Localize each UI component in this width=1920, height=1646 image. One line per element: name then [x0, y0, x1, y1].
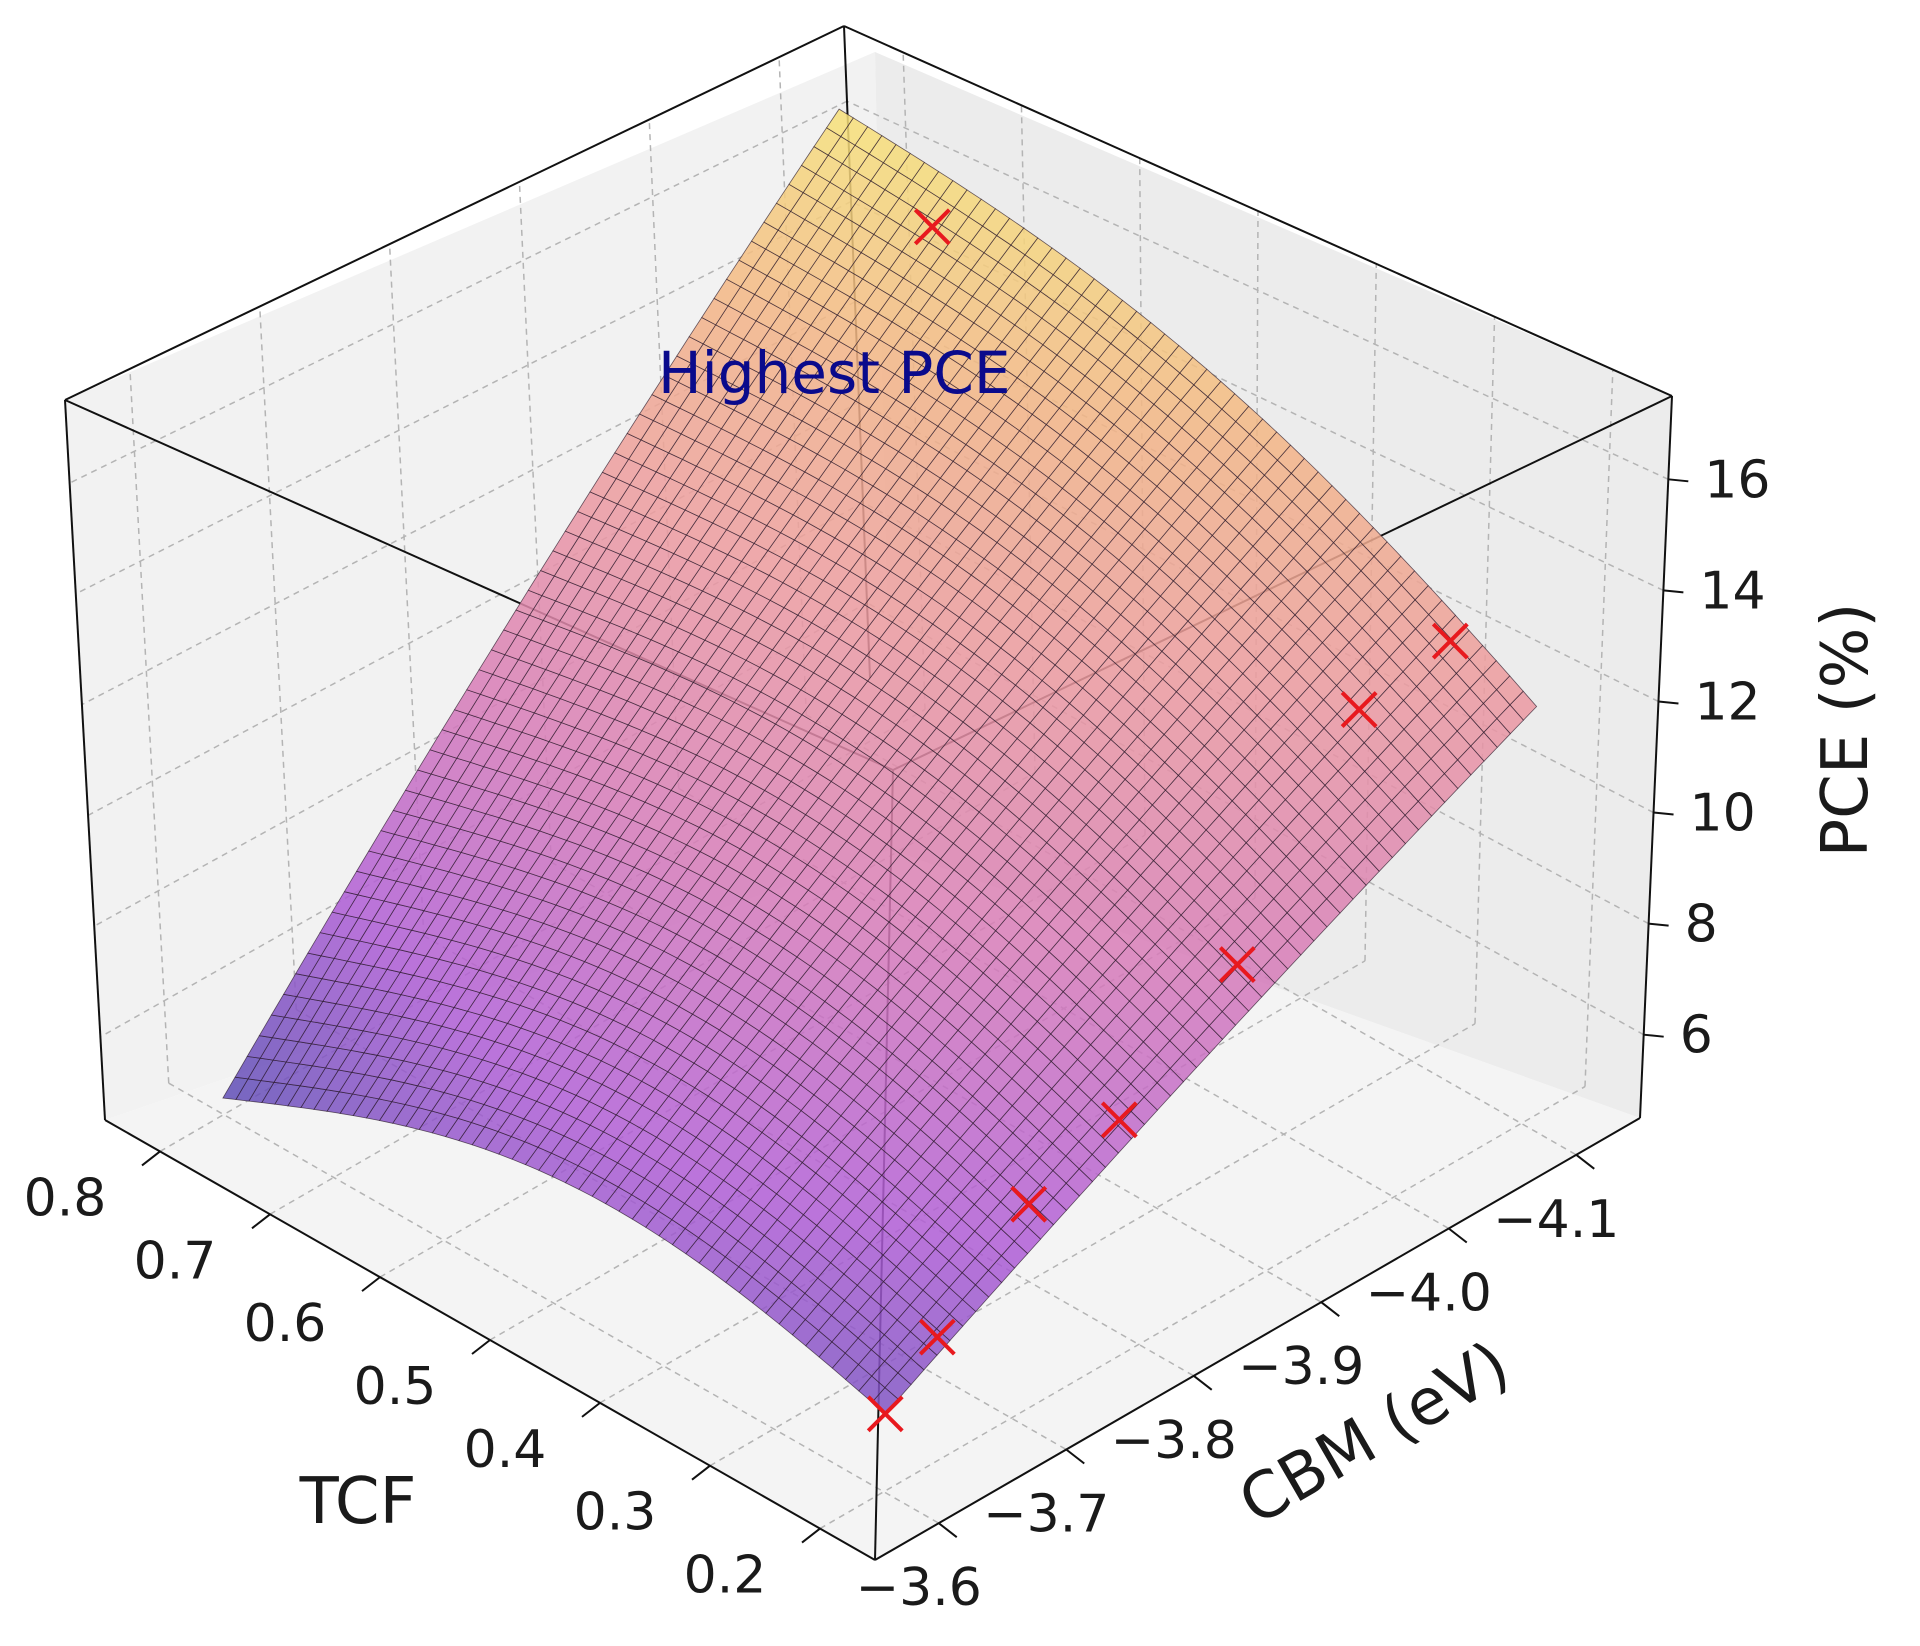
- data-point-6-stroke: [918, 1318, 956, 1356]
- data-point-7-stroke: [866, 1395, 904, 1433]
- data-point-5-stroke: [1010, 1185, 1048, 1223]
- x-tick: [141, 1150, 161, 1167]
- y-tick-label: −4.1: [1493, 1190, 1619, 1250]
- y-tick: [1320, 1301, 1340, 1317]
- x-axis-label: TCF: [299, 1465, 417, 1539]
- x-tick: [251, 1213, 271, 1230]
- data-points: [866, 208, 1469, 1433]
- highest-pce-annotation: Highest PCE: [658, 339, 1011, 407]
- y-tick-label: −3.7: [983, 1485, 1109, 1545]
- y-tick: [1575, 1154, 1595, 1170]
- x-tick: [471, 1339, 491, 1355]
- z-tick: [1653, 811, 1674, 816]
- box-edge-left-vertical: [64, 399, 106, 1121]
- x-tick: [361, 1276, 381, 1292]
- x-tick-label: 0.6: [244, 1294, 327, 1354]
- box-edge-right-vertical: [1639, 395, 1673, 1119]
- box-edge-top-right: [843, 25, 1673, 397]
- z-tick: [1663, 589, 1684, 594]
- x-tick: [691, 1464, 711, 1481]
- tick-labels: 0.80.70.60.50.40.30.2−4.1−4.0−3.9−3.8−3.…: [24, 450, 1771, 1618]
- y-tick: [938, 1522, 958, 1538]
- grid-floor-y: [168, 1082, 940, 1524]
- z-tick-label: 10: [1690, 784, 1756, 844]
- grid-wall-z-right: [75, 200, 852, 595]
- x-tick-label: 0.8: [24, 1168, 107, 1228]
- pce-surface: [222, 108, 1538, 1415]
- z-tick: [1648, 922, 1669, 927]
- data-point-3-stroke: [1218, 946, 1256, 983]
- y-tick: [1448, 1227, 1468, 1244]
- data-point-4-stroke: [1100, 1101, 1138, 1139]
- z-tick: [1658, 700, 1679, 705]
- grid-wall-x: [1584, 369, 1614, 1087]
- x-tick-label: 0.3: [574, 1483, 657, 1543]
- x-tick: [581, 1402, 601, 1418]
- x-tick-label: 0.2: [684, 1546, 767, 1606]
- box-edge-front-right: [874, 1117, 1641, 1561]
- grid-wall-y: [259, 306, 297, 1010]
- grid-floor-x: [819, 1085, 1586, 1530]
- grid-wall-z-left: [846, 100, 1669, 480]
- z-tick-label: 6: [1680, 1006, 1713, 1066]
- x-tick: [801, 1527, 821, 1544]
- data-point-2-stroke: [1340, 691, 1378, 728]
- y-tick: [1193, 1375, 1213, 1391]
- z-axis-label: PCE (%): [1809, 603, 1883, 858]
- grid-wall-z-right: [69, 100, 848, 484]
- grid-wall-y: [129, 368, 170, 1084]
- tick-marks: [141, 478, 1689, 1544]
- x-tick-label: 0.5: [354, 1357, 437, 1417]
- data-point-1-stroke: [1431, 622, 1469, 660]
- y-tick-label: −3.9: [1238, 1337, 1364, 1397]
- grid-floor-x: [709, 1023, 1476, 1467]
- box-edge-top-left: [64, 25, 845, 401]
- z-tick: [1643, 1033, 1664, 1038]
- x-tick-label: 0.7: [134, 1231, 217, 1291]
- surface-facet: [826, 108, 854, 138]
- z-tick-label: 12: [1694, 672, 1760, 732]
- y-tick-label: −3.8: [1111, 1411, 1237, 1471]
- data-point-0-stroke: [913, 208, 951, 246]
- x-tick-label: 0.4: [464, 1420, 547, 1480]
- z-tick: [1668, 478, 1689, 483]
- z-tick-label: 14: [1699, 561, 1765, 621]
- z-tick-label: 8: [1685, 895, 1718, 955]
- y-tick: [1065, 1448, 1085, 1465]
- y-tick-label: −3.6: [856, 1558, 982, 1618]
- y-tick-label: −4.0: [1366, 1264, 1492, 1324]
- z-tick-label: 16: [1704, 450, 1770, 510]
